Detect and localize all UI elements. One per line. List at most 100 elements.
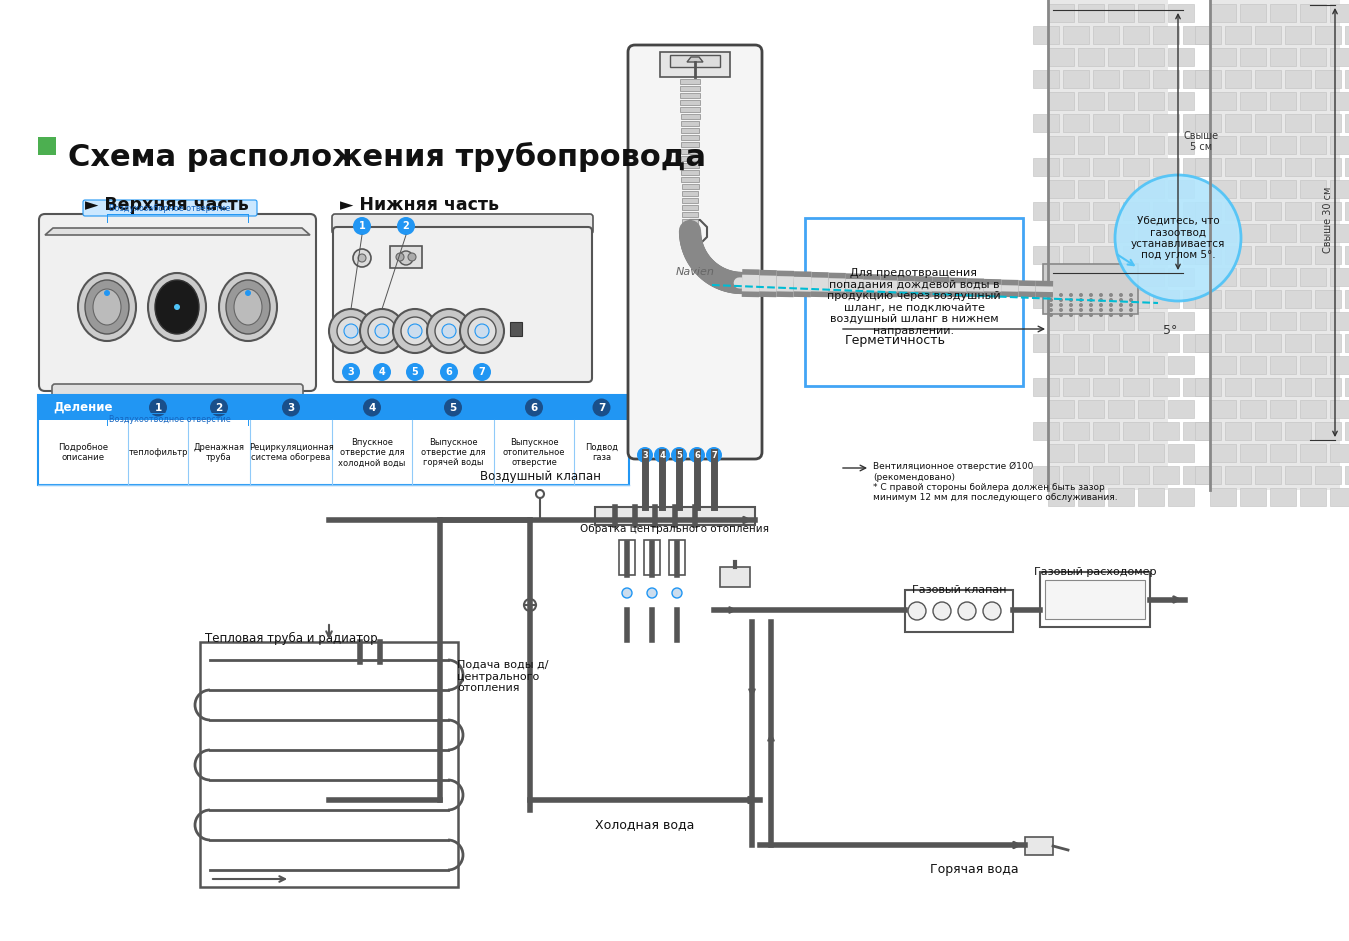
- Bar: [1315, 290, 1341, 308]
- Bar: [1108, 92, 1135, 110]
- Text: 5: 5: [411, 367, 418, 377]
- Circle shape: [1120, 303, 1122, 307]
- Circle shape: [1079, 293, 1083, 297]
- Bar: [38, 395, 629, 485]
- Bar: [1269, 488, 1296, 506]
- Circle shape: [1050, 293, 1054, 297]
- Bar: [1300, 4, 1326, 22]
- Circle shape: [1099, 293, 1103, 297]
- Bar: [1210, 312, 1236, 330]
- Bar: [1168, 444, 1194, 462]
- Text: 6: 6: [530, 403, 538, 412]
- Circle shape: [148, 398, 167, 417]
- FancyBboxPatch shape: [332, 214, 594, 234]
- Bar: [1078, 312, 1103, 330]
- Bar: [1195, 202, 1221, 220]
- Bar: [1078, 48, 1103, 66]
- Bar: [1093, 290, 1120, 308]
- Ellipse shape: [148, 273, 206, 341]
- Circle shape: [648, 588, 657, 598]
- Text: 3: 3: [287, 403, 294, 412]
- Bar: [1300, 92, 1326, 110]
- Ellipse shape: [219, 273, 277, 341]
- Bar: [1048, 444, 1074, 462]
- Circle shape: [1059, 308, 1063, 312]
- Circle shape: [174, 304, 179, 310]
- Bar: [681, 191, 699, 196]
- Bar: [1063, 202, 1089, 220]
- Bar: [1330, 92, 1349, 110]
- Circle shape: [1089, 303, 1093, 307]
- Circle shape: [1068, 303, 1072, 307]
- Circle shape: [368, 317, 397, 345]
- Bar: [1345, 290, 1349, 308]
- Bar: [1033, 422, 1059, 440]
- Circle shape: [363, 398, 380, 417]
- Bar: [1210, 92, 1236, 110]
- Bar: [669, 540, 685, 575]
- Bar: [1255, 334, 1282, 352]
- Bar: [1078, 92, 1103, 110]
- Bar: [1210, 0, 1340, 490]
- Bar: [1168, 224, 1194, 242]
- Bar: [1255, 290, 1282, 308]
- FancyBboxPatch shape: [333, 227, 592, 382]
- Bar: [1093, 202, 1120, 220]
- Bar: [681, 156, 699, 161]
- Circle shape: [1129, 308, 1133, 312]
- Text: Холодная вода: Холодная вода: [595, 818, 695, 831]
- Bar: [681, 163, 699, 168]
- Circle shape: [1089, 308, 1093, 312]
- Text: ► Верхняя часть: ► Верхняя часть: [85, 196, 248, 214]
- Bar: [1048, 136, 1074, 154]
- Bar: [1300, 444, 1326, 462]
- Bar: [1048, 356, 1074, 374]
- Bar: [1168, 400, 1194, 418]
- Bar: [1240, 268, 1265, 286]
- Bar: [681, 205, 699, 210]
- Bar: [1330, 224, 1349, 242]
- Text: 5°: 5°: [1163, 324, 1178, 337]
- Bar: [1240, 136, 1265, 154]
- Text: 7: 7: [598, 403, 606, 412]
- Bar: [1153, 466, 1179, 484]
- Bar: [390, 246, 422, 268]
- Bar: [1240, 92, 1265, 110]
- Text: 3: 3: [642, 451, 648, 459]
- Circle shape: [654, 447, 670, 463]
- Text: Выпускное
отверстие для
горячей воды: Выпускное отверстие для горячей воды: [421, 438, 486, 468]
- Bar: [1168, 180, 1194, 198]
- Circle shape: [1109, 298, 1113, 302]
- Bar: [1240, 4, 1265, 22]
- Bar: [1240, 48, 1265, 66]
- Bar: [1168, 136, 1194, 154]
- Bar: [1269, 400, 1296, 418]
- Bar: [1108, 400, 1135, 418]
- Bar: [1139, 488, 1164, 506]
- Text: 7: 7: [479, 367, 486, 377]
- Bar: [1345, 246, 1349, 264]
- Bar: [643, 540, 660, 575]
- Bar: [1315, 26, 1341, 44]
- Bar: [1286, 246, 1311, 264]
- FancyBboxPatch shape: [39, 214, 316, 391]
- Bar: [1300, 180, 1326, 198]
- Bar: [1093, 158, 1120, 176]
- Bar: [681, 121, 699, 126]
- Text: 4: 4: [660, 451, 665, 459]
- Circle shape: [1089, 293, 1093, 297]
- Bar: [1153, 334, 1179, 352]
- Bar: [1139, 400, 1164, 418]
- Bar: [1108, 312, 1135, 330]
- Bar: [1300, 400, 1326, 418]
- Circle shape: [428, 309, 471, 353]
- Bar: [1195, 114, 1221, 132]
- Bar: [1269, 136, 1296, 154]
- Bar: [1286, 202, 1311, 220]
- Bar: [1139, 224, 1164, 242]
- Ellipse shape: [227, 280, 270, 334]
- Circle shape: [353, 249, 371, 267]
- Bar: [1093, 378, 1120, 396]
- Bar: [680, 114, 700, 119]
- Bar: [1195, 378, 1221, 396]
